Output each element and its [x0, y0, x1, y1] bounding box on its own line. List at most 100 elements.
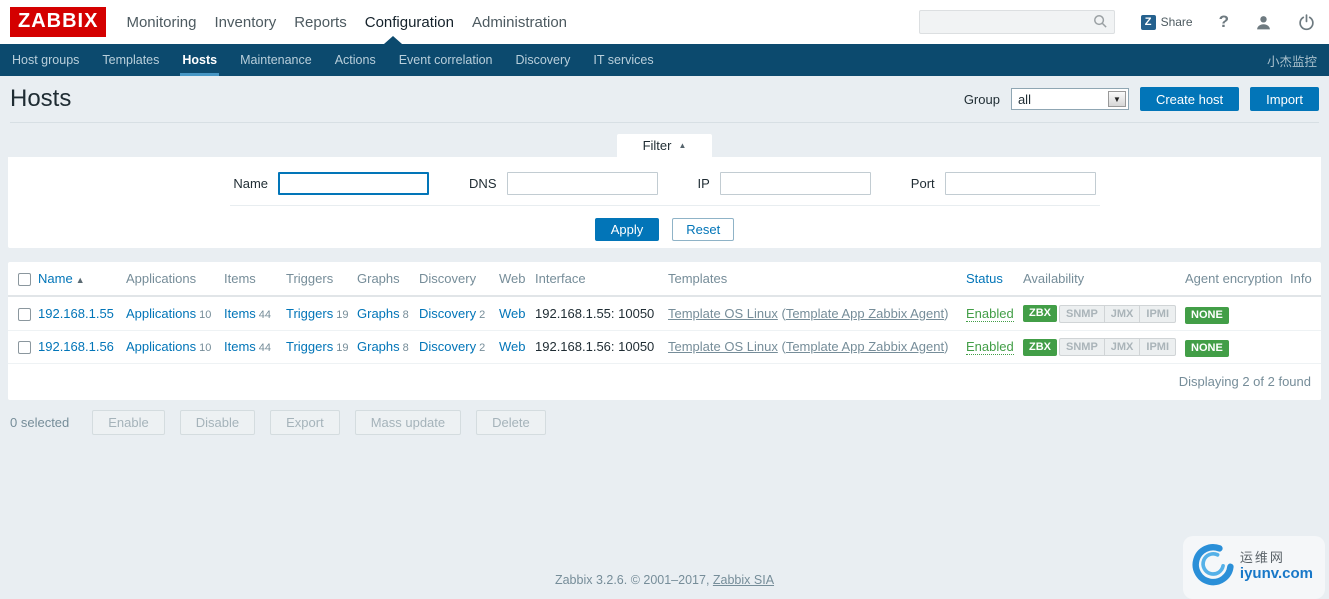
host-name-link[interactable]: 192.168.1.56 — [38, 339, 114, 355]
row-checkbox[interactable] — [18, 341, 31, 355]
graphs-link[interactable]: Graphs — [357, 305, 400, 321]
filter-field-dns: DNS — [469, 172, 658, 195]
search-input[interactable] — [918, 10, 1115, 34]
reset-button[interactable]: Reset — [672, 218, 735, 241]
subnav-event-correlation[interactable]: Event correlation — [398, 53, 493, 67]
availability-badge-group: SNMP JMX IPMI — [1059, 338, 1177, 357]
power-icon[interactable] — [1298, 13, 1315, 31]
web-link[interactable]: Web — [499, 339, 526, 355]
row-checkbox[interactable] — [18, 307, 31, 321]
title-controls: Group all ▼ Create host Import — [964, 87, 1319, 111]
nav-monitoring[interactable]: Monitoring — [126, 13, 197, 31]
discovery-link[interactable]: Discovery — [419, 339, 477, 355]
zabbix-sia-link[interactable]: Zabbix SIA — [712, 573, 775, 587]
nav-reports[interactable]: Reports — [294, 13, 347, 31]
top-bar-right: Z Share ? — [918, 10, 1315, 34]
port-field[interactable] — [944, 172, 1096, 195]
search-icon[interactable] — [1093, 14, 1108, 34]
export-button[interactable]: Export — [270, 410, 340, 436]
jmx-badge: JMX — [1103, 305, 1140, 322]
ip-field[interactable] — [719, 172, 871, 195]
share-button[interactable]: Z Share — [1140, 14, 1193, 30]
jmx-badge: JMX — [1103, 339, 1140, 356]
dns-field[interactable] — [506, 172, 658, 195]
availability-badges: ZBX SNMP JMX IPMI — [1023, 338, 1177, 357]
group-select-value: all — [1017, 91, 1031, 107]
nav-inventory[interactable]: Inventory — [214, 13, 277, 31]
port-field-label: Port — [910, 176, 935, 191]
subnav-maintenance[interactable]: Maintenance — [240, 53, 312, 67]
column-status[interactable]: Status — [966, 262, 1023, 298]
template-paren-open: ( — [781, 305, 786, 321]
items-link[interactable]: Items — [224, 339, 256, 355]
title-divider — [10, 122, 1319, 123]
disable-button[interactable]: Disable — [179, 410, 256, 436]
filter-divider — [229, 205, 1100, 206]
column-interface: Interface — [535, 262, 668, 298]
share-label: Share — [1160, 15, 1193, 29]
host-name-link[interactable]: 192.168.1.55 — [38, 305, 114, 321]
triggers-count: 19 — [336, 308, 349, 321]
nav-administration[interactable]: Administration — [471, 13, 568, 31]
enable-button[interactable]: Enable — [92, 410, 165, 436]
graphs-count: 8 — [402, 342, 409, 355]
web-link[interactable]: Web — [499, 305, 526, 321]
snmp-badge: SNMP — [1066, 307, 1098, 320]
discovery-count: 2 — [479, 308, 486, 321]
status-link[interactable]: Enabled — [966, 339, 1014, 356]
name-field[interactable] — [278, 172, 430, 195]
subnav-hosts[interactable]: Hosts — [180, 44, 219, 76]
filter-tab[interactable]: Filter ▲ — [616, 134, 713, 157]
discovery-link[interactable]: Discovery — [419, 305, 477, 321]
subnav-it-services[interactable]: IT services — [593, 53, 654, 67]
triggers-count: 19 — [336, 342, 349, 355]
filter-collapse-icon: ▲ — [678, 141, 687, 150]
linked-template-link[interactable]: Template App Zabbix Agent — [785, 339, 945, 355]
subnav-templates[interactable]: Templates — [102, 53, 160, 67]
import-button[interactable]: Import — [1250, 87, 1319, 111]
table-row: 192.168.1.56 Applications 10 Items 44 Trig… — [8, 330, 1321, 365]
zabbix-logo[interactable]: ZABBIX — [10, 7, 107, 37]
dropdown-arrow-icon[interactable]: ▼ — [1107, 91, 1126, 107]
column-name[interactable]: Name ▲ — [38, 262, 126, 298]
subnav-actions[interactable]: Actions — [334, 53, 376, 67]
template-link[interactable]: Template OS Linux — [668, 305, 778, 321]
column-web: Web — [499, 262, 535, 298]
applications-link[interactable]: Applications — [126, 339, 197, 355]
filter-tab-row: Filter ▲ — [0, 134, 1329, 157]
applications-count: 10 — [199, 308, 212, 321]
subnav-host-groups[interactable]: Host groups — [12, 53, 80, 67]
column-applications: Applications — [126, 262, 224, 298]
mass-update-button[interactable]: Mass update — [354, 410, 462, 436]
group-select[interactable]: all ▼ — [1010, 88, 1129, 110]
top-bar: ZABBIX Monitoring Inventory Reports Conf… — [0, 0, 1329, 44]
snmp-badge: SNMP — [1066, 341, 1098, 354]
subnav-discovery[interactable]: Discovery — [515, 53, 571, 67]
hosts-table-panel: Name ▲ Applications Items Triggers Graphs… — [8, 262, 1321, 401]
watermark: 运维网 iyunv.com — [1182, 536, 1325, 599]
create-host-button[interactable]: Create host — [1139, 87, 1240, 111]
linked-template-link[interactable]: Template App Zabbix Agent — [785, 305, 945, 321]
applications-link[interactable]: Applications — [126, 305, 197, 321]
template-paren-close: ) — [944, 305, 949, 321]
agent-encryption-badge: NONE — [1185, 306, 1229, 324]
graphs-link[interactable]: Graphs — [357, 339, 400, 355]
footer-version-text: Zabbix 3.2.6. © 2001–2017, — [554, 573, 713, 587]
select-all-checkbox[interactable] — [18, 273, 31, 287]
items-link[interactable]: Items — [224, 305, 256, 321]
help-icon[interactable]: ? — [1218, 12, 1229, 31]
applications-count: 10 — [199, 342, 212, 355]
share-icon: Z — [1140, 14, 1156, 30]
status-link[interactable]: Enabled — [966, 305, 1014, 322]
triggers-link[interactable]: Triggers — [286, 305, 334, 321]
user-icon[interactable] — [1255, 14, 1272, 31]
triggers-link[interactable]: Triggers — [286, 339, 334, 355]
discovery-count: 2 — [479, 342, 486, 355]
zbx-badge: ZBX — [1023, 338, 1057, 356]
availability-badges: ZBX SNMP JMX IPMI — [1023, 304, 1177, 323]
apply-button[interactable]: Apply — [594, 218, 660, 241]
nav-configuration[interactable]: Configuration — [364, 13, 454, 31]
template-link[interactable]: Template OS Linux — [668, 339, 778, 355]
watermark-site-url: iyunv.com — [1239, 565, 1313, 583]
delete-button[interactable]: Delete — [476, 410, 546, 436]
